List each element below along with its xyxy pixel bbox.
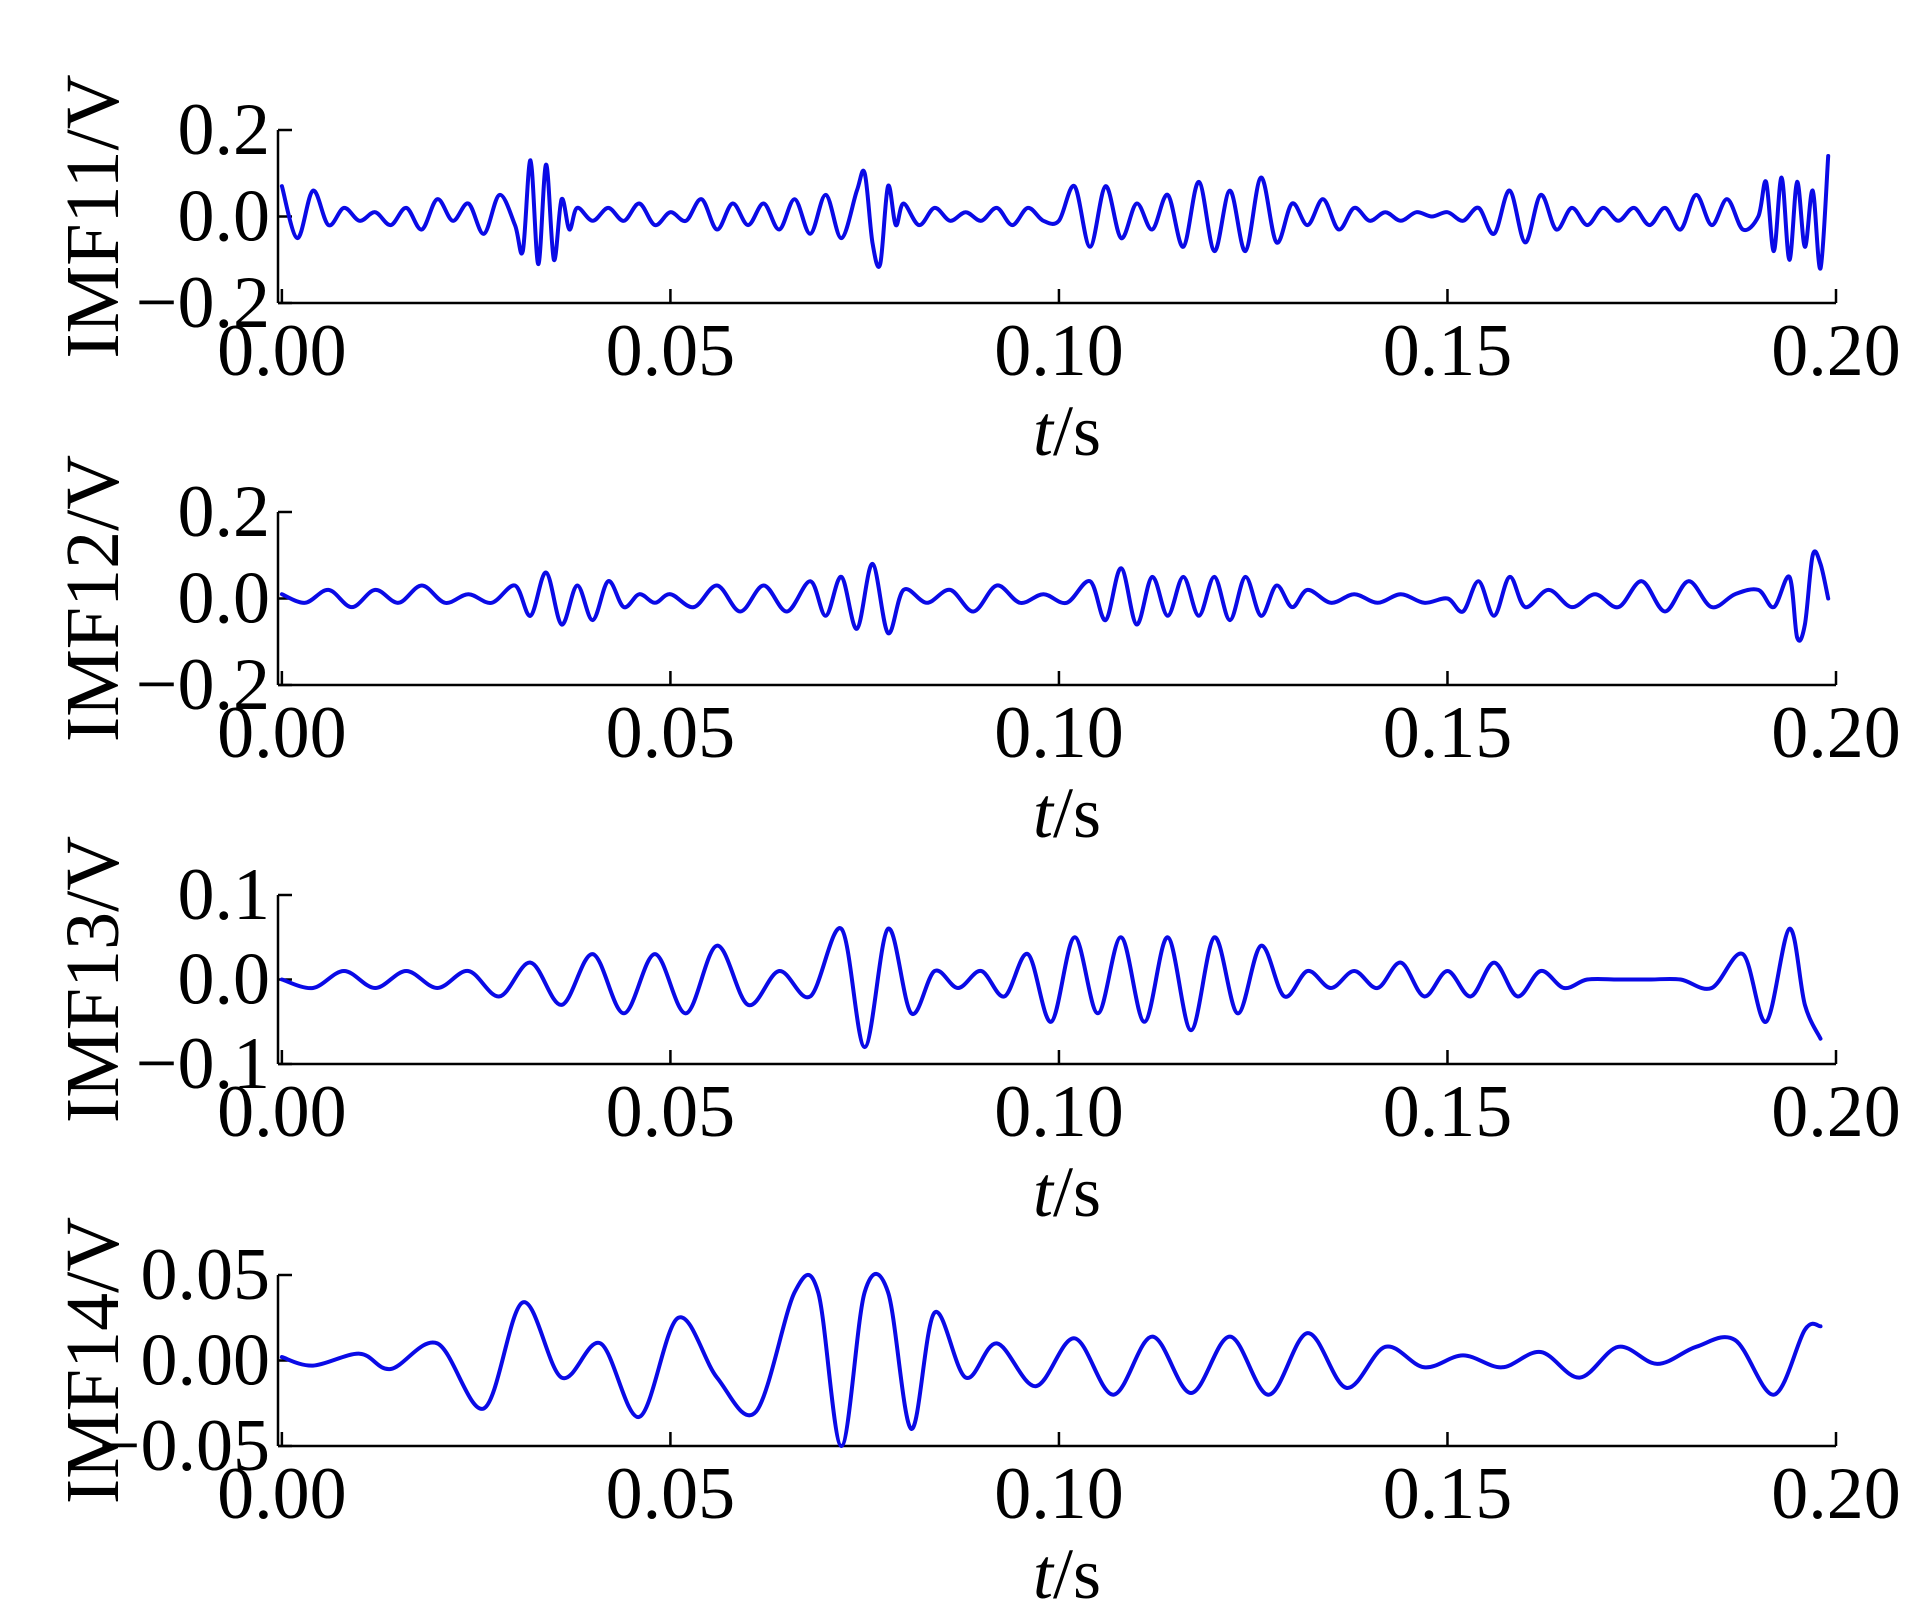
x-axis-label-var: t — [1033, 391, 1055, 471]
x-axis-label-var: t — [1033, 1152, 1055, 1232]
x-tick-label: 0.20 — [1771, 692, 1901, 774]
y-axis-label: IMF11/V — [51, 74, 135, 358]
x-tick-label: 0.00 — [217, 310, 347, 392]
y-tick-label: 0.0 — [178, 939, 271, 1021]
x-tick-label: 0.10 — [994, 310, 1124, 392]
x-tick-label: 0.10 — [994, 692, 1124, 774]
y-axis-label: IMF14/V — [51, 1217, 135, 1504]
x-tick-label: 0.15 — [1383, 310, 1513, 392]
x-axis-label: t/s — [1033, 391, 1101, 471]
x-tick-label: 0.05 — [606, 310, 736, 392]
panel-4: −0.050.000.050.00 0.05 0.10 0.15 0.20t/sIMF1… — [51, 1217, 1901, 1614]
y-tick-label: 0.05 — [141, 1234, 271, 1316]
y-tick-label: 0.1 — [178, 854, 271, 936]
x-axis-label: t/s — [1033, 1152, 1101, 1232]
x-tick-label: 0.05 — [606, 1453, 736, 1535]
y-tick-label: 0.2 — [178, 471, 271, 553]
y-tick-label: −0.2 — [136, 262, 270, 344]
x-axis-label-unit: /s — [1053, 773, 1101, 853]
y-tick-label: 0.00 — [141, 1320, 271, 1402]
y-tick-label: −0.1 — [136, 1023, 270, 1105]
x-axis-label-unit: /s — [1053, 1152, 1101, 1232]
y-tick-label: 0.2 — [178, 89, 271, 171]
x-axis-label-unit: /s — [1053, 1534, 1101, 1614]
series-line-3 — [279, 926, 1823, 1050]
panel-3: −0.10.00.1 0.00 0.05 0.10 0.15 0.20 t/s IMF13/V — [51, 836, 1901, 1232]
x-tick-label: 0.05 — [606, 1071, 736, 1153]
x-axis-label: t/s — [1033, 1534, 1101, 1614]
x-tick-label: 0.00 — [217, 692, 347, 774]
x-axis-label-unit: /s — [1053, 391, 1101, 471]
x-tick-label: 0.10 — [994, 1453, 1124, 1535]
x-tick-label: 0.15 — [1383, 1453, 1513, 1535]
x-axis-label-var: t — [1033, 1534, 1055, 1614]
x-tick-label: 0.15 — [1383, 1071, 1513, 1153]
x-tick-label: 0.00 — [217, 1071, 347, 1153]
x-tick-label: 0.10 — [994, 1071, 1124, 1153]
x-tick-label: 0.20 — [1771, 310, 1901, 392]
panel-2: −0.20.00.2 0.00 0.05 0.10 0.15 0.20 t/s IMF12/V — [51, 455, 1901, 853]
y-axis-label: IMF13/V — [51, 836, 135, 1123]
x-tick-label: 0.05 — [606, 692, 736, 774]
series-line-1 — [279, 154, 1831, 271]
x-axis-label: t/s — [1033, 773, 1101, 853]
y-tick-label: −0.05 — [99, 1405, 270, 1487]
x-tick-label: 0.00 — [217, 1453, 347, 1535]
series-line-4 — [279, 1271, 1823, 1448]
y-tick-label: 0.0 — [178, 176, 271, 258]
series-line-2 — [279, 549, 1831, 643]
x-tick-label: 0.20 — [1771, 1071, 1901, 1153]
y-axis-label: IMF12/V — [51, 455, 135, 742]
panel-1: −0.20.00.2 0.00 0.05 0.10 0.15 0.20 t/s IMF11/V — [51, 74, 1901, 471]
x-axis-label-var: t — [1033, 773, 1055, 853]
x-tick-label: 0.20 — [1771, 1453, 1901, 1535]
x-tick-label: 0.15 — [1383, 692, 1513, 774]
y-tick-label: −0.2 — [136, 644, 270, 726]
y-tick-label: 0.0 — [178, 558, 271, 640]
